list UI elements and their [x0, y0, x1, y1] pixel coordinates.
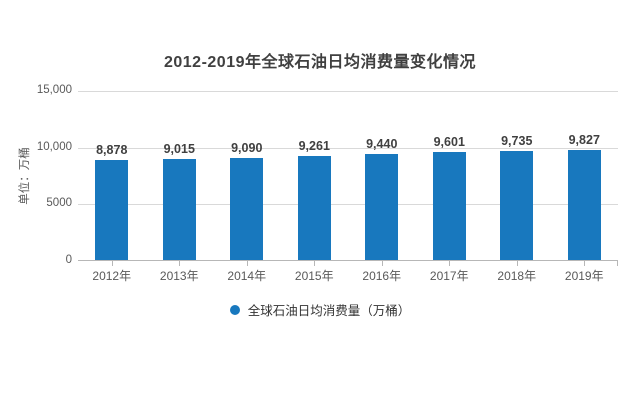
x-axis-line	[78, 260, 618, 261]
x-axis-label: 2018年	[497, 269, 537, 283]
x-axis-tick	[111, 261, 113, 266]
bar-2016年	[365, 154, 399, 261]
bar-value-label: 9,015	[163, 142, 195, 156]
bar-slot-2012年: 8,878	[78, 91, 146, 266]
bar-slot-2018年: 9,735	[483, 91, 551, 266]
bar-slot-2017年: 9,601	[416, 91, 484, 266]
x-axis-tick	[179, 261, 181, 266]
x-axis-tick	[516, 261, 518, 266]
y-axis-title: 单位：万桶	[19, 147, 31, 205]
bar-2017年	[432, 152, 466, 261]
x-axis-label: 2019年	[564, 269, 604, 283]
bar-slot-2013年: 9,015	[146, 91, 214, 266]
bar-value-label: 9,261	[298, 139, 330, 153]
bar-2014年	[230, 158, 264, 261]
bar-slot-2014年: 9,090	[213, 91, 281, 266]
bar-value-label: 9,090	[231, 141, 263, 155]
gridline	[78, 91, 618, 92]
bar-2015年	[297, 156, 331, 261]
legend-marker-icon	[229, 304, 240, 315]
bar-value-label: 9,601	[433, 135, 465, 149]
x-axis-tick	[314, 261, 316, 266]
y-tick-label: 15,000	[36, 84, 72, 96]
bar-value-label: 9,440	[366, 137, 398, 151]
bar-2013年	[162, 159, 196, 261]
x-axis-end-tick	[617, 261, 618, 266]
bar-slot-2016年: 9,440	[348, 91, 416, 266]
x-axis-tick	[449, 261, 451, 266]
x-axis-label: 2017年	[429, 269, 469, 283]
x-axis-label: 2013年	[159, 269, 199, 283]
chart-title: 2012-2019年全球石油日均消费量变化情况	[163, 54, 477, 71]
bar-2018年	[500, 151, 534, 261]
bar-value-label: 9,735	[501, 134, 533, 148]
x-axis-tick	[381, 261, 383, 266]
y-tick-label: 5000	[46, 197, 72, 210]
bar-2019年	[567, 150, 601, 261]
x-axis-label: 2014年	[227, 269, 267, 283]
y-tick-label: 0	[65, 254, 72, 266]
bar-slot-2019年: 9,827	[551, 91, 619, 266]
bar-2012年	[95, 160, 129, 261]
gridline	[78, 204, 618, 206]
legend: 全球石油日均消费量（万桶）	[0, 300, 640, 319]
plot-area: 8,878 9,015 9,090 9,261 9,440 9,601 9,735 9,827	[78, 91, 619, 266]
bar-slot-2015年: 9,261	[281, 91, 349, 266]
bar-value-label: 8,878	[96, 143, 128, 157]
legend-label: 全球石油日均消费量（万桶）	[247, 304, 411, 318]
x-axis-labels: 2012年 2013年 2014年 2015年 2016年 2017年 2018年 2019年	[78, 267, 618, 284]
x-axis-label: 2016年	[362, 269, 402, 283]
gridline	[78, 147, 618, 149]
bars: 8,878 9,015 9,090 9,261 9,440 9,601 9,735 9,827	[78, 91, 619, 266]
x-axis-tick	[246, 261, 248, 266]
y-tick-label: 10,000	[36, 140, 72, 153]
x-axis-label: 2015年	[294, 269, 334, 283]
x-axis-tick	[584, 261, 586, 266]
x-axis-label: 2012年	[92, 269, 132, 283]
bar-value-label: 9,827	[568, 133, 600, 147]
